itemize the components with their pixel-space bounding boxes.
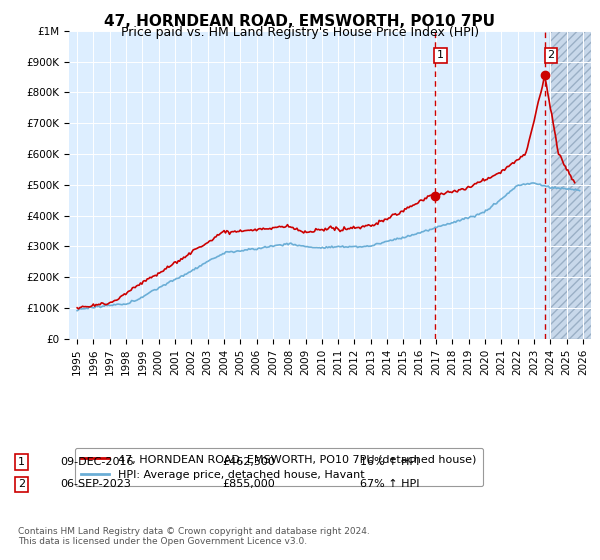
Text: 16% ↑ HPI: 16% ↑ HPI xyxy=(360,457,419,467)
Text: £462,500: £462,500 xyxy=(222,457,275,467)
Text: 06-SEP-2023: 06-SEP-2023 xyxy=(60,479,131,489)
Legend: 47, HORNDEAN ROAD, EMSWORTH, PO10 7PU (detached house), HPI: Average price, deta: 47, HORNDEAN ROAD, EMSWORTH, PO10 7PU (d… xyxy=(74,447,483,487)
Text: £855,000: £855,000 xyxy=(222,479,275,489)
Bar xyxy=(550,31,600,339)
Text: 2: 2 xyxy=(547,50,554,60)
Text: Price paid vs. HM Land Registry's House Price Index (HPI): Price paid vs. HM Land Registry's House … xyxy=(121,26,479,39)
Text: 09-DEC-2016: 09-DEC-2016 xyxy=(60,457,133,467)
Text: Contains HM Land Registry data © Crown copyright and database right 2024.
This d: Contains HM Land Registry data © Crown c… xyxy=(18,526,370,546)
Text: 2: 2 xyxy=(18,479,25,489)
Bar xyxy=(550,31,600,339)
Text: 47, HORNDEAN ROAD, EMSWORTH, PO10 7PU: 47, HORNDEAN ROAD, EMSWORTH, PO10 7PU xyxy=(104,14,496,29)
Text: 67% ↑ HPI: 67% ↑ HPI xyxy=(360,479,419,489)
Text: 1: 1 xyxy=(437,50,444,60)
Text: 1: 1 xyxy=(18,457,25,467)
